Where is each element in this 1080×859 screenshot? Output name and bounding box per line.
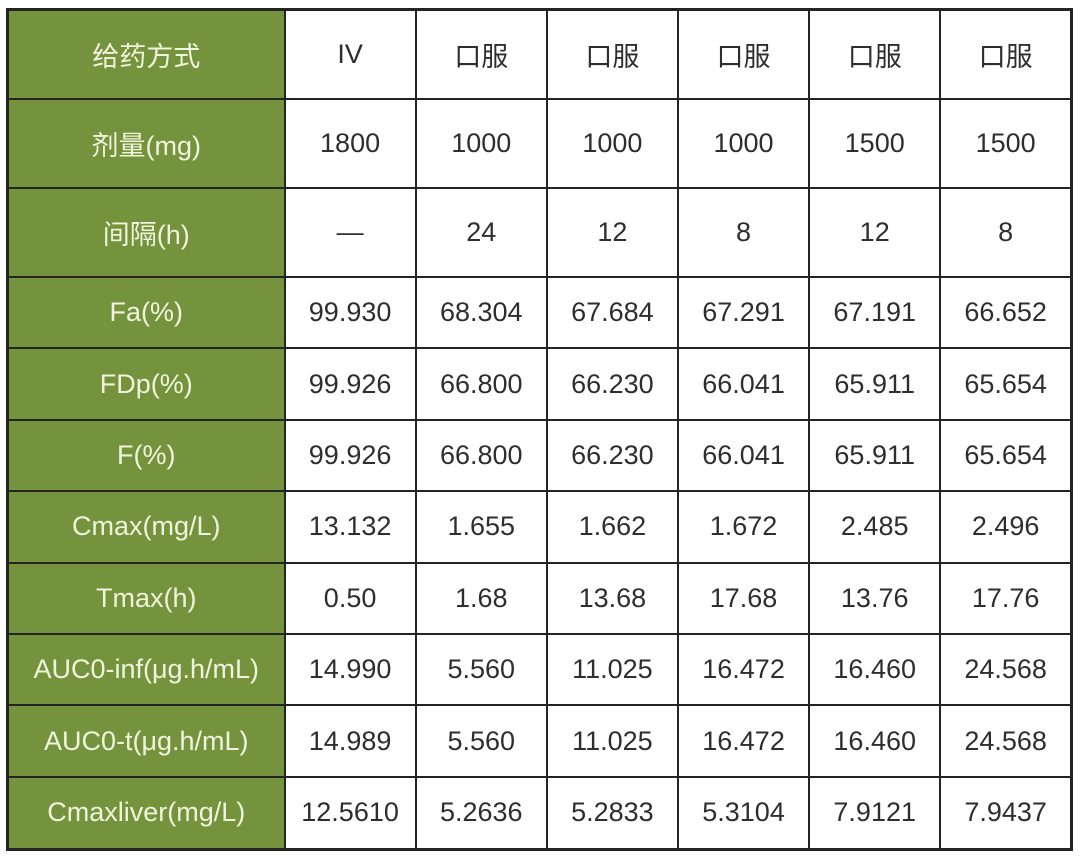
data-cell: 5.2833 bbox=[545, 775, 679, 851]
row-header-cell: F(%) bbox=[6, 418, 286, 493]
row-header-cell: FDp(%) bbox=[6, 347, 286, 421]
data-cell: 67.684 bbox=[545, 275, 679, 350]
data-cell: 0.50 bbox=[283, 561, 417, 636]
data-cell: 68.304 bbox=[414, 275, 548, 350]
row-header-cell: Cmax(mg/L) bbox=[6, 490, 286, 564]
row-header-cell: 间隔(h) bbox=[6, 187, 286, 278]
data-cell: 24.568 bbox=[939, 633, 1073, 707]
data-cell: 65.911 bbox=[808, 347, 942, 421]
data-cell: 17.76 bbox=[939, 561, 1073, 636]
data-cell: 13.132 bbox=[283, 490, 417, 564]
pk-parameters-table: 给药方式 IV 口服 口服 口服 口服 口服 剂量(mg) 1800 1000 1000 1000 15… bbox=[6, 8, 1073, 851]
data-cell: 12 bbox=[545, 187, 679, 278]
data-cell: 1000 bbox=[676, 98, 811, 190]
row-header-cell: Fa(%) bbox=[6, 275, 286, 350]
data-cell: 8 bbox=[676, 187, 811, 278]
data-cell: 66.800 bbox=[414, 347, 548, 421]
table-header-row: 给药方式 IV 口服 口服 口服 口服 口服 bbox=[6, 8, 1073, 101]
data-cell: 5.3104 bbox=[676, 775, 811, 851]
data-cell: 1500 bbox=[808, 98, 942, 190]
data-cell: 1.672 bbox=[676, 490, 811, 564]
data-cell: 67.291 bbox=[676, 275, 811, 350]
data-cell: 1000 bbox=[414, 98, 548, 190]
data-cell: 66.041 bbox=[676, 418, 811, 493]
data-cell: 1500 bbox=[939, 98, 1073, 190]
row-header-cell: AUC0-t(μg.h/mL) bbox=[6, 704, 286, 778]
row-header-cell: Cmaxliver(mg/L) bbox=[6, 775, 286, 851]
table-row: FDp(%) 99.926 66.800 66.230 66.041 65.911 65.6… bbox=[6, 347, 1073, 421]
data-cell: 5.2636 bbox=[414, 775, 548, 851]
data-cell: 13.68 bbox=[545, 561, 679, 636]
data-cell: 5.560 bbox=[414, 633, 548, 707]
data-cell: 65.911 bbox=[808, 418, 942, 493]
data-cell: 12.5610 bbox=[283, 775, 417, 851]
pk-table-container: 给药方式 IV 口服 口服 口服 口服 口服 剂量(mg) 1800 1000 1000 1000 15… bbox=[6, 8, 1073, 851]
column-header-cell: 口服 bbox=[545, 8, 679, 101]
data-cell: 24.568 bbox=[939, 704, 1073, 778]
data-cell: 2.496 bbox=[939, 490, 1073, 564]
data-cell: 14.990 bbox=[283, 633, 417, 707]
table-row: AUC0-inf(μg.h/mL) 14.990 5.560 11.025 16.472… bbox=[6, 633, 1073, 707]
data-cell: 11.025 bbox=[545, 633, 679, 707]
data-cell: 8 bbox=[939, 187, 1073, 278]
data-cell: 14.989 bbox=[283, 704, 417, 778]
data-cell: 7.9437 bbox=[939, 775, 1073, 851]
pk-table-body: 给药方式 IV 口服 口服 口服 口服 口服 剂量(mg) 1800 1000 1000 1000 15… bbox=[6, 8, 1073, 851]
data-cell: 99.926 bbox=[283, 347, 417, 421]
data-cell: 16.460 bbox=[808, 633, 942, 707]
table-row: Tmax(h) 0.50 1.68 13.68 17.68 13.76 17.76 bbox=[6, 561, 1073, 636]
data-cell: 66.800 bbox=[414, 418, 548, 493]
data-cell: 2.485 bbox=[808, 490, 942, 564]
data-cell: 1800 bbox=[283, 98, 417, 190]
table-row: 剂量(mg) 1800 1000 1000 1000 1500 1500 bbox=[6, 98, 1073, 190]
data-cell: 67.191 bbox=[808, 275, 942, 350]
table-row: 间隔(h) —24 12 8 12 8 bbox=[6, 187, 1073, 278]
row-header-cell: Tmax(h) bbox=[6, 561, 286, 636]
column-header-cell: 口服 bbox=[808, 8, 942, 101]
data-cell: 16.472 bbox=[676, 633, 811, 707]
data-cell: 24 bbox=[414, 187, 548, 278]
data-cell: 17.68 bbox=[676, 561, 811, 636]
data-cell: 11.025 bbox=[545, 704, 679, 778]
data-cell: 65.654 bbox=[939, 347, 1073, 421]
data-cell: 99.926 bbox=[283, 418, 417, 493]
data-cell: 1.655 bbox=[414, 490, 548, 564]
data-cell: 1.68 bbox=[414, 561, 548, 636]
column-header-cell: IV bbox=[283, 8, 417, 101]
data-cell: 1.662 bbox=[545, 490, 679, 564]
data-cell: 66.041 bbox=[676, 347, 811, 421]
table-row: AUC0-t(μg.h/mL) 14.989 5.560 11.025 16.472 16… bbox=[6, 704, 1073, 778]
row-header-cell: AUC0-inf(μg.h/mL) bbox=[6, 633, 286, 707]
column-header-cell: 口服 bbox=[414, 8, 548, 101]
table-row: Cmaxliver(mg/L) 12.5610 5.2636 5.2833 5.3104… bbox=[6, 775, 1073, 851]
data-cell: 66.652 bbox=[939, 275, 1073, 350]
data-cell: 65.654 bbox=[939, 418, 1073, 493]
data-cell: 16.472 bbox=[676, 704, 811, 778]
data-cell: — bbox=[283, 187, 417, 278]
data-cell: 16.460 bbox=[808, 704, 942, 778]
column-header-cell: 口服 bbox=[939, 8, 1073, 101]
data-cell: 66.230 bbox=[545, 418, 679, 493]
data-cell: 5.560 bbox=[414, 704, 548, 778]
data-cell: 7.9121 bbox=[808, 775, 942, 851]
row-header-cell: 给药方式 bbox=[6, 8, 286, 101]
data-cell: 1000 bbox=[545, 98, 679, 190]
table-row: Cmax(mg/L) 13.132 1.655 1.662 1.672 2.485 2.49… bbox=[6, 490, 1073, 564]
row-header-cell: 剂量(mg) bbox=[6, 98, 286, 190]
table-row: Fa(%) 99.930 68.304 67.684 67.291 67.191 66.65… bbox=[6, 275, 1073, 350]
data-cell: 66.230 bbox=[545, 347, 679, 421]
column-header-cell: 口服 bbox=[676, 8, 811, 101]
data-cell: 99.930 bbox=[283, 275, 417, 350]
data-cell: 12 bbox=[808, 187, 942, 278]
data-cell: 13.76 bbox=[808, 561, 942, 636]
table-row: F(%) 99.926 66.800 66.230 66.041 65.911 65.654 bbox=[6, 418, 1073, 493]
